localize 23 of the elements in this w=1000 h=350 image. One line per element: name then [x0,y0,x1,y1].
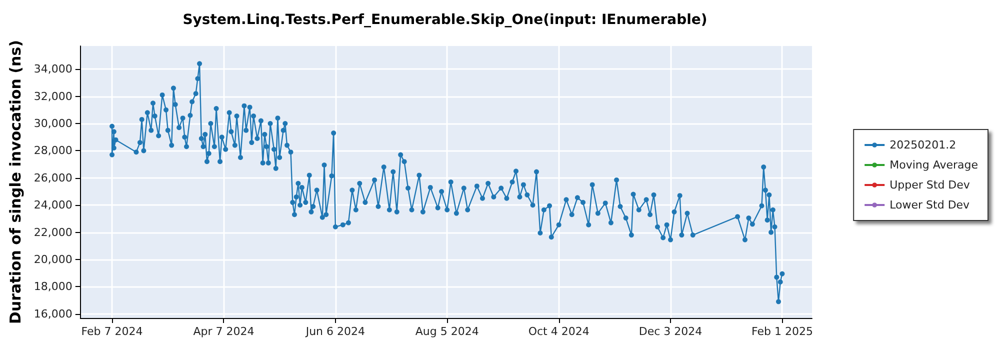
y-tick-label: 28,000 [34,144,72,158]
x-tick-label: Jun 6 2024 [304,325,366,338]
y-tick-label: 16,000 [34,307,72,320]
y-tick-label: 30,000 [34,117,72,130]
x-tick-label: Aug 5 2024 [415,325,479,338]
x-tick-label: Dec 3 2024 [638,325,702,338]
y-tick-label: 32,000 [34,90,72,103]
y-tick-label: 34,000 [34,62,72,76]
legend-label: 20250201.2 [890,138,956,152]
y-tick-label: 24,000 [34,198,72,212]
legend-label: Upper Std Dev [890,178,970,192]
x-tick-label: Feb 7 2024 [81,325,143,338]
legend-label: Lower Std Dev [890,198,970,212]
y-tick-label: 26,000 [34,171,72,184]
chart-title: System.Linq.Tests.Perf_Enumerable.Skip_One(input: IEnumerable) [182,12,708,28]
y-tick-label: 18,000 [34,280,72,294]
x-tick-label: Feb 1 2025 [751,325,813,338]
x-tick-label: Apr 7 2024 [193,325,254,338]
legend-label: Moving Average [890,158,978,172]
y-axis-title: Duration of single invocation (ns) [6,40,24,324]
y-tick-label: 20,000 [34,253,72,266]
y-tick-label: 22,000 [34,226,72,239]
x-tick-label: Oct 4 2024 [528,325,590,338]
